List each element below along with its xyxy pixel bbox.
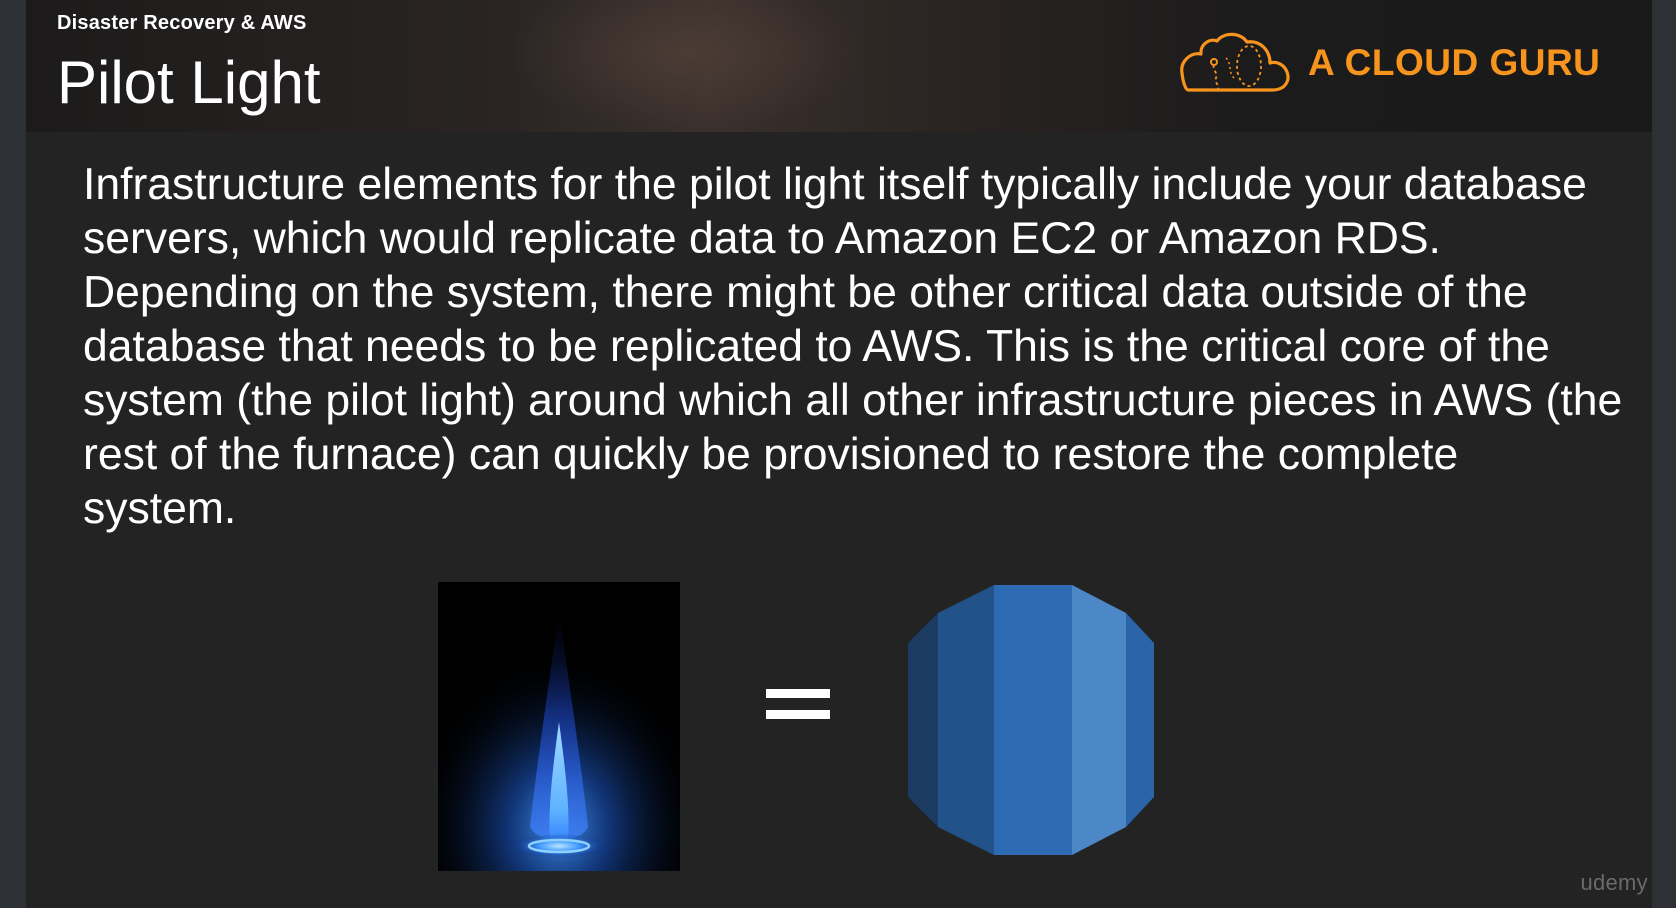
flame-illustration: [438, 582, 680, 871]
equals-icon: [766, 689, 830, 719]
lecture-slide: Disaster Recovery & AWS Pilot Light A CL…: [26, 0, 1652, 908]
presenter-background: [506, 0, 866, 132]
slide-header: Disaster Recovery & AWS Pilot Light A CL…: [26, 0, 1652, 132]
udemy-watermark: udemy: [1580, 870, 1648, 895]
brand-name: A CLOUD GURU: [1308, 42, 1601, 83]
blue-flame-image: [438, 582, 680, 871]
letterbox-right: [1652, 0, 1676, 908]
aws-rds-database-icon: [908, 585, 1154, 855]
letterbox-left: [0, 0, 26, 908]
slide-section-label: Disaster Recovery & AWS: [57, 12, 307, 34]
slide-body-text: Infrastructure elements for the pilot li…: [83, 160, 1623, 533]
slide-title: Pilot Light: [57, 49, 321, 116]
brand-logo: A CLOUD GURU: [1174, 28, 1614, 98]
cloud-icon: [1180, 32, 1290, 92]
